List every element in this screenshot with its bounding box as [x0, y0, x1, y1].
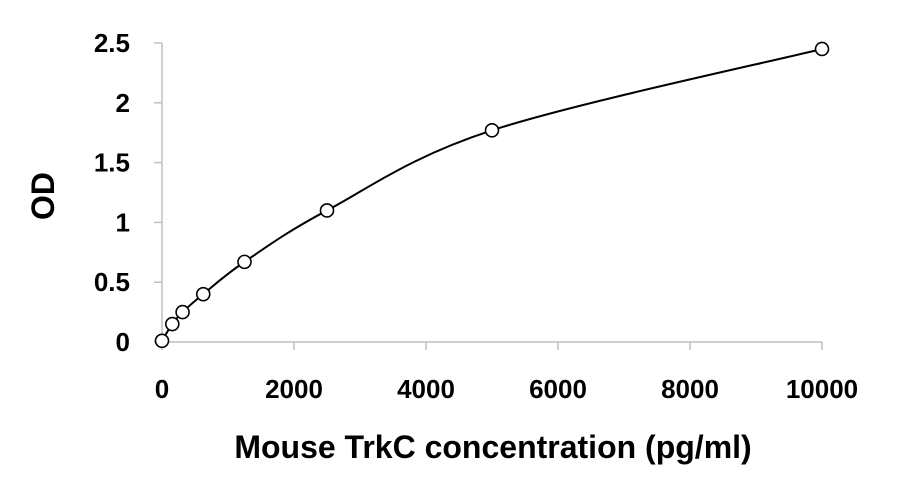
x-tick-label: 8000: [661, 374, 719, 404]
data-point: [175, 304, 190, 320]
data-point: [484, 123, 500, 138]
x-tick-label: 10000: [786, 374, 858, 404]
y-tick-label: 2.5: [94, 28, 130, 58]
data-point: [814, 41, 830, 57]
data-point: [154, 333, 170, 349]
x-tick-label: 4000: [397, 374, 455, 404]
axes: [161, 43, 822, 343]
fit-curve-group: [161, 48, 823, 342]
x-tick-label: 2000: [265, 374, 323, 404]
y-tick-label: 1: [116, 207, 130, 237]
x-tick-label: 6000: [529, 374, 587, 404]
y-tick-label: 0: [116, 327, 130, 357]
y-tick-label: 2: [116, 88, 130, 118]
y-axis-title: OD: [25, 172, 61, 220]
data-point: [195, 286, 211, 302]
x-tick-label: 0: [155, 374, 169, 404]
ticks: 0 0.5 1 1.5 2 2.5 0 2000 4000 6000 8000 10000: [94, 28, 858, 404]
data-point: [237, 254, 252, 270]
fit-curve: [161, 48, 823, 342]
data-points: [154, 41, 830, 349]
y-tick-label: 0.5: [94, 267, 130, 297]
x-axis-title: Mouse TrkC concentration (pg/ml): [234, 429, 751, 465]
data-point: [319, 203, 335, 218]
y-tick-label: 1.5: [94, 148, 130, 178]
data-point: [164, 316, 180, 332]
